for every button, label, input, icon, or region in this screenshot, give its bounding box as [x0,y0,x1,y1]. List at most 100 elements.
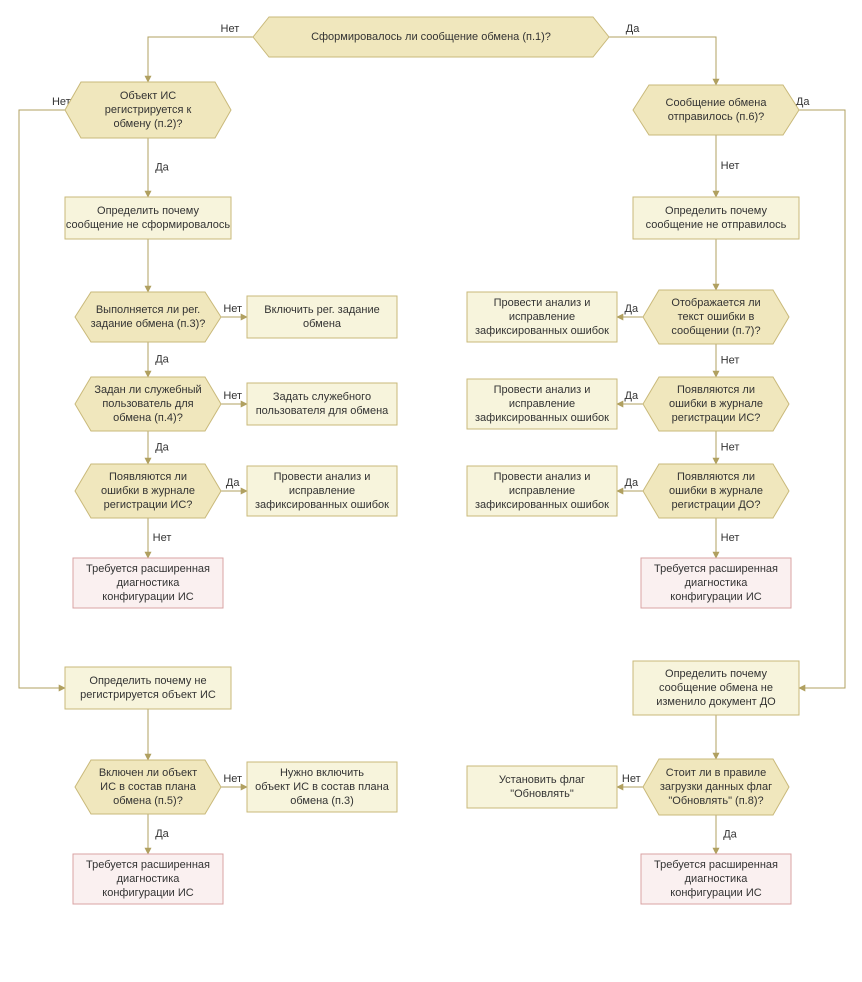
flowchart-canvas: Нет Да Да Нет Да Нет Да Да Нет Нет Нет Да Нет Да Нет Да… [0,0,862,982]
edge-label: Да [155,441,169,453]
flow-node-n31: Установить флаг "Обновлять" [467,766,617,808]
node-text: Стоит ли в правиле [666,767,766,779]
edge-label: Да [155,353,169,365]
flow-node-n3: Определить почемусообщение не сформирова… [65,197,231,239]
edge-label: Да [155,161,169,173]
node-text: загрузки данных флаг [660,781,772,793]
node-text: "Обновлять" (п.8)? [668,795,763,807]
flow-node-n7: Задать служебного пользователя для обмена [247,383,397,425]
node-text: конфигурации ИС [670,591,761,603]
node-text: Установить флаг [499,774,585,786]
node-text: Сформировалось ли сообщение обмена (п.1)… [311,31,551,43]
node-text: зафиксированных ошибок [475,499,609,511]
node-text: ошибки в журнале [669,485,763,497]
flow-edge [799,110,845,688]
node-text: Появляются ли [109,471,187,483]
edge-label: Да [626,23,640,35]
edge-label: Нет [721,532,740,544]
flow-node-n14: Требуется расширенная диагностика конфигур… [73,854,223,904]
node-text: Провести анализ и [494,471,591,483]
node-text: диагностика [117,873,181,885]
node-text: ошибки в журнале [669,398,763,410]
node-text: Включен ли объект [99,767,197,779]
node-text: пользователя для обмена [256,405,389,417]
node-text: Появляются ли [677,471,755,483]
flow-node-n27: Провести анализ и исправление зафиксирован… [467,466,617,516]
edge-label: Да [723,828,737,840]
node-text: ИС в состав плана [100,781,197,793]
flow-node-n22: Отображается литекст ошибки всообщении (… [643,290,789,344]
flow-node-n5: Включить рег. заданиеобмена [247,296,397,338]
node-text: обмену (п.2)? [113,118,182,130]
edge-label: Да [625,390,639,402]
flow-node-n8: Появляются ли ошибки в журнале регистрации… [75,464,221,518]
node-text: диагностика [685,577,749,589]
flow-node-n26: Появляются ли ошибки в журнале регистрации… [643,464,789,518]
edge-label: Да [155,828,169,840]
node-text: исправление [509,311,575,323]
flow-node-n10: Требуется расширенная диагностика конфигур… [73,558,223,608]
flow-node-n9: Провести анализ иисправлениезафиксирован… [247,466,397,516]
node-text: регистрации ДО? [672,499,761,511]
flow-node-n23: Провести анализ иисправлениезафиксирован… [467,292,617,342]
node-text: конфигурации ИС [102,591,193,603]
node-text: диагностика [117,577,181,589]
node-text: Провести анализ и [494,297,591,309]
flow-node-n4: Выполняется ли рег.задание обмена (п.3)? [75,292,221,342]
node-text: конфигурации ИС [102,887,193,899]
flow-node-n2: Объект ИСрегистрируется кобмену (п.2)? [65,82,231,138]
flow-edge [19,110,65,688]
node-text: исправление [509,398,575,410]
node-text: Требуется расширенная [86,859,210,871]
edge-label: Нет [221,23,240,35]
node-text: регистрации ИС? [104,499,193,511]
node-text: Требуется расширенная [86,563,210,575]
node-text: Определить почему [665,205,767,217]
node-text: задание обмена (п.3)? [91,318,206,330]
flow-node-n20: Сообщение обмена отправилось (п.6)? [633,85,799,135]
edge-label: Нет [223,303,242,315]
flow-edge [148,37,253,82]
node-text: отправилось (п.6)? [668,111,765,123]
node-text: обмена (п.5)? [113,795,183,807]
edge-label: Да [226,477,240,489]
edge-label: Нет [223,390,242,402]
flow-node-n6: Задан ли служебный пользователь для обмена… [75,377,221,431]
flow-node-n1: Сформировалось ли сообщение обмена (п.1)… [253,17,609,57]
node-text: Задан ли служебный [94,384,201,396]
flow-node-n32: Требуется расширеннаядиагностикаконфигур… [641,854,791,904]
node-text: Задать служебного [273,391,371,403]
node-text: диагностика [685,873,749,885]
node-text: регистрации ИС? [672,412,761,424]
edge-label: Нет [721,160,740,172]
node-text: сообщение не сформировалось [66,219,231,231]
edge-label: Нет [223,773,242,785]
node-text: зафиксированных ошибок [255,499,389,511]
edge-label: Нет [153,532,172,544]
node-text: пользователь для [102,398,193,410]
node-text: исправление [509,485,575,497]
flow-node-n12: Включен ли объект ИС в состав плана обмена… [75,760,221,814]
node-text: обмена (п.4)? [113,412,183,424]
node-text: Сообщение обмена [666,97,768,109]
flow-node-n13: Нужно включитьобъект ИС в состав планаоб… [247,762,397,812]
flow-node-n30: Стоит ли в правиле загрузки данных флаг "О… [643,759,789,815]
node-text: "Обновлять" [510,788,574,800]
node-text: обмена [303,318,342,330]
flow-node-n25: Провести анализ иисправлениезафиксирован… [467,379,617,429]
node-text: ошибки в журнале [101,485,195,497]
node-text: Определить почему не [89,675,206,687]
flow-node-n29: Определить почемусообщение обмена неизме… [633,661,799,715]
edge-label: Нет [721,441,740,453]
node-text: сообщение не отправилось [646,219,787,231]
node-text: регистрируется объект ИС [80,689,216,701]
node-text: Отображается ли [671,297,760,309]
node-text: Определить почему [665,668,767,680]
node-text: изменило документ ДО [656,696,776,708]
flow-node-n11: Определить почему не регистрируется объек… [65,667,231,709]
node-text: Нужно включить [280,767,364,779]
edge-label: Да [625,303,639,315]
node-text: Объект ИС [120,90,176,102]
node-text: исправление [289,485,355,497]
node-text: Требуется расширенная [654,859,778,871]
